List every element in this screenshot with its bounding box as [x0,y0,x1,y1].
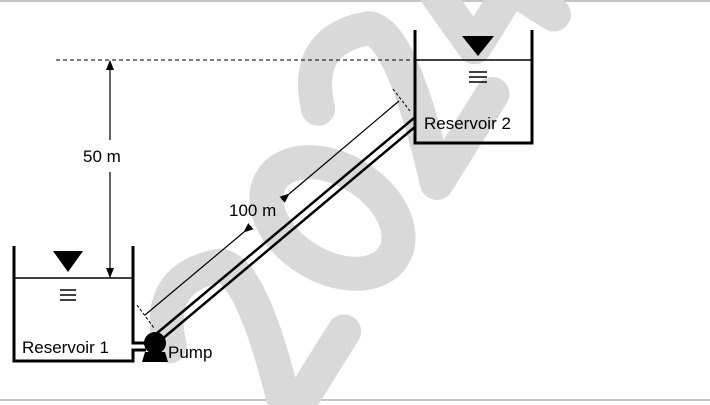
pipe-length-arrow-upper [279,100,400,203]
pump-icon [142,332,168,362]
pipe [155,117,417,341]
height-label: 50 m [83,147,121,166]
pump-label: Pump [168,343,212,362]
pipe-length-arrow-lower [144,223,254,316]
reservoir-1-label: Reservoir 1 [22,338,109,357]
reservoir-1-water-symbol-icon [60,289,76,301]
reservoir-2-label: Reservoir 2 [424,114,511,133]
reservoir-2-level-triangle-icon [462,36,494,56]
reservoir-2-water-symbol-icon [469,71,487,83]
reservoir-2-tank [413,30,534,145]
reservoir-1-level-triangle-icon [53,251,83,272]
pipe-length-label: 100 m [229,201,276,220]
